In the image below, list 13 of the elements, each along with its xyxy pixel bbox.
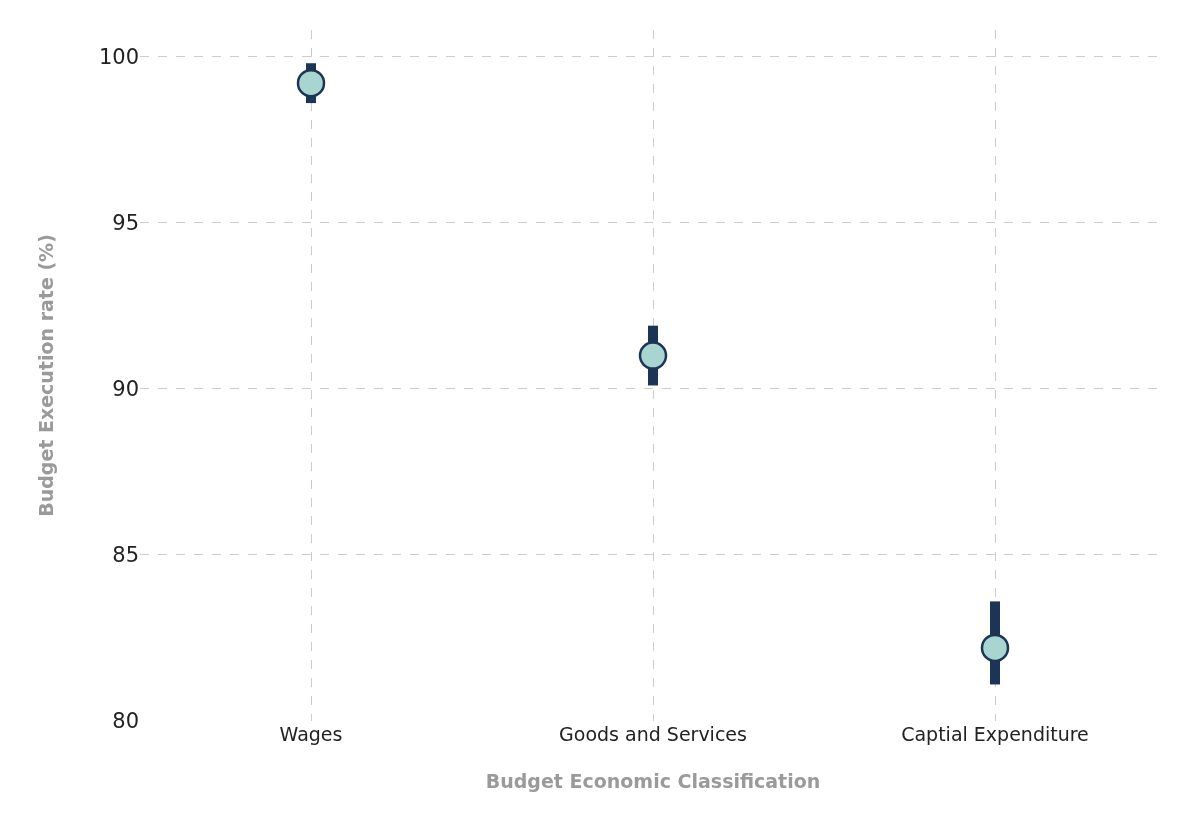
y-tick-label: 90 <box>112 377 139 402</box>
point <box>638 341 668 370</box>
x-tick-label: Wages <box>279 723 343 745</box>
y-tick-label: 95 <box>112 211 139 236</box>
y-tick-label: 100 <box>98 44 139 69</box>
y-tick-label: 80 <box>112 709 139 734</box>
x-tick-label: Captial Expenditure <box>901 723 1089 745</box>
x-axis-title: Budget Economic Classification <box>485 769 821 792</box>
x-tick-label: Goods and Services <box>559 723 747 745</box>
point <box>296 68 326 98</box>
y-tick-label: 85 <box>112 543 139 568</box>
point <box>980 633 1010 663</box>
y-axis-title: Budget Execution rate (%) <box>34 234 57 517</box>
